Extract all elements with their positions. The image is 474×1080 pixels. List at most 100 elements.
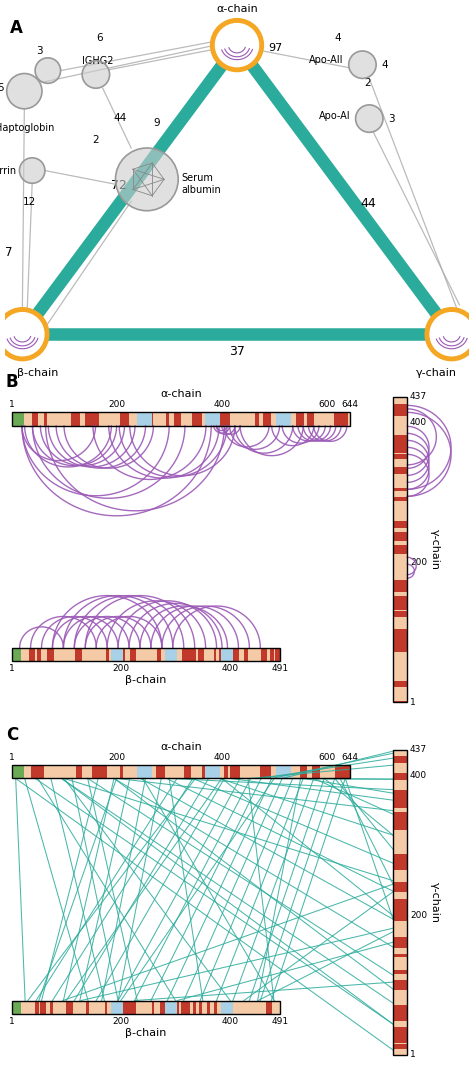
Bar xyxy=(71,413,77,426)
Bar xyxy=(120,413,123,426)
Bar xyxy=(152,1000,154,1014)
Bar xyxy=(106,648,109,661)
Bar xyxy=(393,611,407,617)
Bar xyxy=(220,413,224,426)
Bar xyxy=(74,648,79,661)
Bar xyxy=(393,442,407,447)
Bar xyxy=(393,1032,407,1042)
Bar xyxy=(12,1000,21,1014)
Bar xyxy=(393,525,407,528)
Bar xyxy=(120,765,123,779)
Bar xyxy=(335,765,339,779)
Text: Haptoglobin: Haptoglobin xyxy=(0,122,54,133)
Text: 200: 200 xyxy=(410,912,427,920)
Bar xyxy=(35,1000,39,1014)
Text: 2: 2 xyxy=(364,78,371,89)
Bar xyxy=(124,413,129,426)
Circle shape xyxy=(349,51,376,79)
Bar xyxy=(393,467,407,474)
Bar xyxy=(276,413,291,426)
Bar xyxy=(86,1000,90,1014)
Bar xyxy=(393,1027,407,1037)
Bar xyxy=(393,434,407,442)
Bar xyxy=(207,1000,210,1014)
Bar xyxy=(255,413,259,426)
Text: IGHG2: IGHG2 xyxy=(82,56,114,66)
Text: 491: 491 xyxy=(272,664,289,673)
Bar xyxy=(337,765,346,779)
Bar xyxy=(76,765,82,779)
Text: β-chain: β-chain xyxy=(125,1028,167,1038)
Bar xyxy=(393,580,407,592)
Text: 491: 491 xyxy=(272,1016,289,1026)
Bar xyxy=(393,1004,407,1015)
Bar xyxy=(134,1000,137,1014)
Bar xyxy=(36,765,41,779)
Bar xyxy=(41,1000,46,1014)
Text: 97: 97 xyxy=(268,43,283,53)
Bar xyxy=(219,648,225,661)
Bar xyxy=(199,1000,202,1014)
Bar xyxy=(393,980,407,985)
Circle shape xyxy=(425,308,474,361)
Text: γ-chain: γ-chain xyxy=(430,882,440,922)
Bar xyxy=(393,756,407,764)
Bar xyxy=(393,909,407,921)
Bar xyxy=(184,1000,190,1014)
Bar xyxy=(47,648,52,661)
Text: 400: 400 xyxy=(410,418,427,428)
Circle shape xyxy=(216,24,258,67)
Bar xyxy=(260,765,264,779)
Bar xyxy=(393,632,407,642)
Bar xyxy=(393,644,407,649)
Bar xyxy=(76,413,80,426)
Bar xyxy=(393,943,407,948)
Text: β-chain: β-chain xyxy=(125,675,167,686)
Bar xyxy=(67,1000,73,1014)
Bar xyxy=(192,1000,196,1014)
Bar xyxy=(31,765,36,779)
Bar xyxy=(216,765,220,779)
Bar xyxy=(50,1000,54,1014)
Text: A: A xyxy=(9,18,22,37)
Bar xyxy=(12,648,280,661)
Bar xyxy=(84,413,93,426)
Bar xyxy=(393,488,407,491)
Bar xyxy=(118,1000,124,1014)
Text: 200: 200 xyxy=(112,664,129,673)
Text: γ-chain: γ-chain xyxy=(416,368,456,378)
Bar xyxy=(129,1000,135,1014)
Bar xyxy=(12,648,21,661)
Bar xyxy=(91,413,98,426)
Bar xyxy=(99,765,101,779)
Text: α-chain: α-chain xyxy=(160,389,202,399)
Bar xyxy=(314,765,319,779)
Bar xyxy=(166,413,169,426)
Bar xyxy=(393,814,407,821)
Bar xyxy=(127,1000,132,1014)
Bar xyxy=(224,413,230,426)
Bar xyxy=(393,750,407,1055)
Bar xyxy=(393,521,407,526)
Bar xyxy=(393,775,407,779)
Bar xyxy=(270,648,273,661)
Bar xyxy=(198,648,204,661)
Bar xyxy=(132,648,134,661)
Text: 1: 1 xyxy=(9,1016,15,1026)
Text: β-chain: β-chain xyxy=(18,368,59,378)
Bar xyxy=(224,1000,230,1014)
Bar xyxy=(111,1000,123,1014)
Text: α-chain: α-chain xyxy=(160,742,202,752)
Bar xyxy=(159,765,165,779)
Text: 1: 1 xyxy=(410,1051,416,1059)
Text: 437: 437 xyxy=(410,745,427,754)
Text: 5: 5 xyxy=(0,83,4,93)
Bar xyxy=(261,648,267,661)
Text: Transferrin: Transferrin xyxy=(0,165,17,176)
Bar xyxy=(100,765,105,779)
Bar xyxy=(244,648,248,661)
Circle shape xyxy=(1,312,44,355)
Bar xyxy=(393,469,407,473)
Bar xyxy=(393,397,407,702)
Text: 400: 400 xyxy=(213,753,230,762)
